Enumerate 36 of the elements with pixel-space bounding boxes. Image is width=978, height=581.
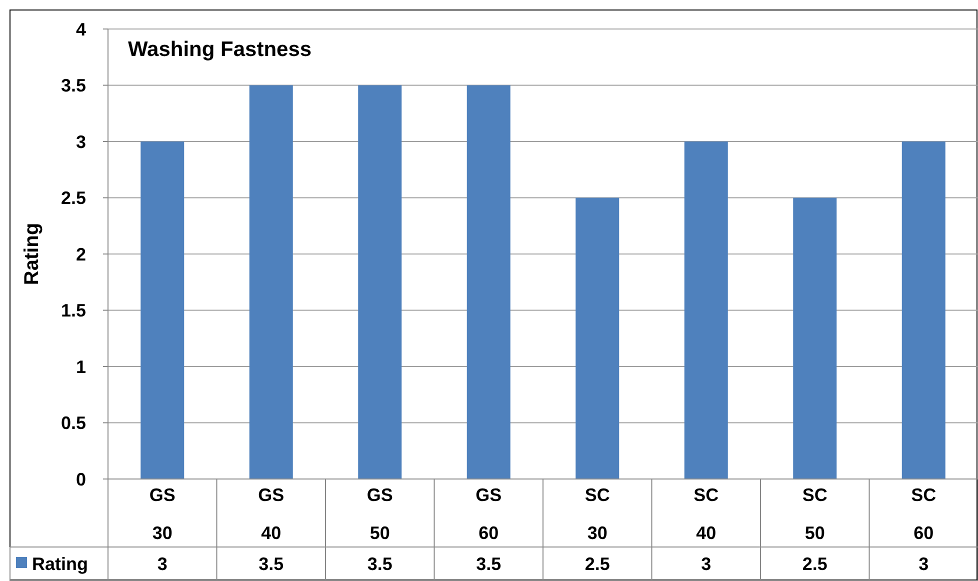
bar	[793, 198, 837, 479]
data-label: 2.5	[584, 554, 610, 574]
data-label: 3	[157, 554, 168, 574]
bar	[140, 142, 184, 479]
x-tick-label: GS 40	[258, 485, 284, 543]
data-label: 3.5	[258, 554, 284, 574]
y-tick-label: 2.5	[60, 188, 86, 208]
x-tick-label: SC 30	[584, 485, 610, 543]
y-tick-label: 3.5	[60, 76, 86, 96]
bar	[684, 142, 728, 479]
bar	[902, 142, 946, 479]
data-label: 2.5	[802, 554, 828, 574]
x-tick-label: GS 50	[366, 485, 393, 543]
x-tick-label: GS 30	[149, 485, 176, 543]
x-tick-label: SC 60	[911, 485, 936, 543]
x-tick-label: GS 60	[476, 485, 502, 543]
y-axis-title: Rating	[21, 222, 43, 286]
data-label: 3.5	[476, 554, 502, 574]
x-tick-label: SC 40	[694, 485, 719, 543]
y-tick-label: 1	[76, 356, 86, 377]
x-tick-label: SC 50	[802, 485, 828, 543]
bar	[576, 198, 620, 479]
bar	[358, 85, 402, 479]
y-tick-label: 1.5	[60, 300, 86, 321]
y-tick-label: 0.5	[60, 413, 86, 434]
y-tick-label: 0	[76, 469, 86, 490]
bar	[249, 85, 293, 479]
data-label: 3	[701, 554, 712, 574]
data-label: 3	[918, 554, 929, 574]
bar	[466, 85, 510, 479]
y-tick-label: 2	[76, 244, 86, 264]
y-tick-label: 3	[76, 132, 86, 152]
legend-label: Rating	[32, 554, 88, 574]
y-tick-label: 4	[76, 19, 86, 40]
data-label: 3.5	[367, 554, 392, 574]
chart-title: Washing Fastness	[128, 38, 312, 61]
